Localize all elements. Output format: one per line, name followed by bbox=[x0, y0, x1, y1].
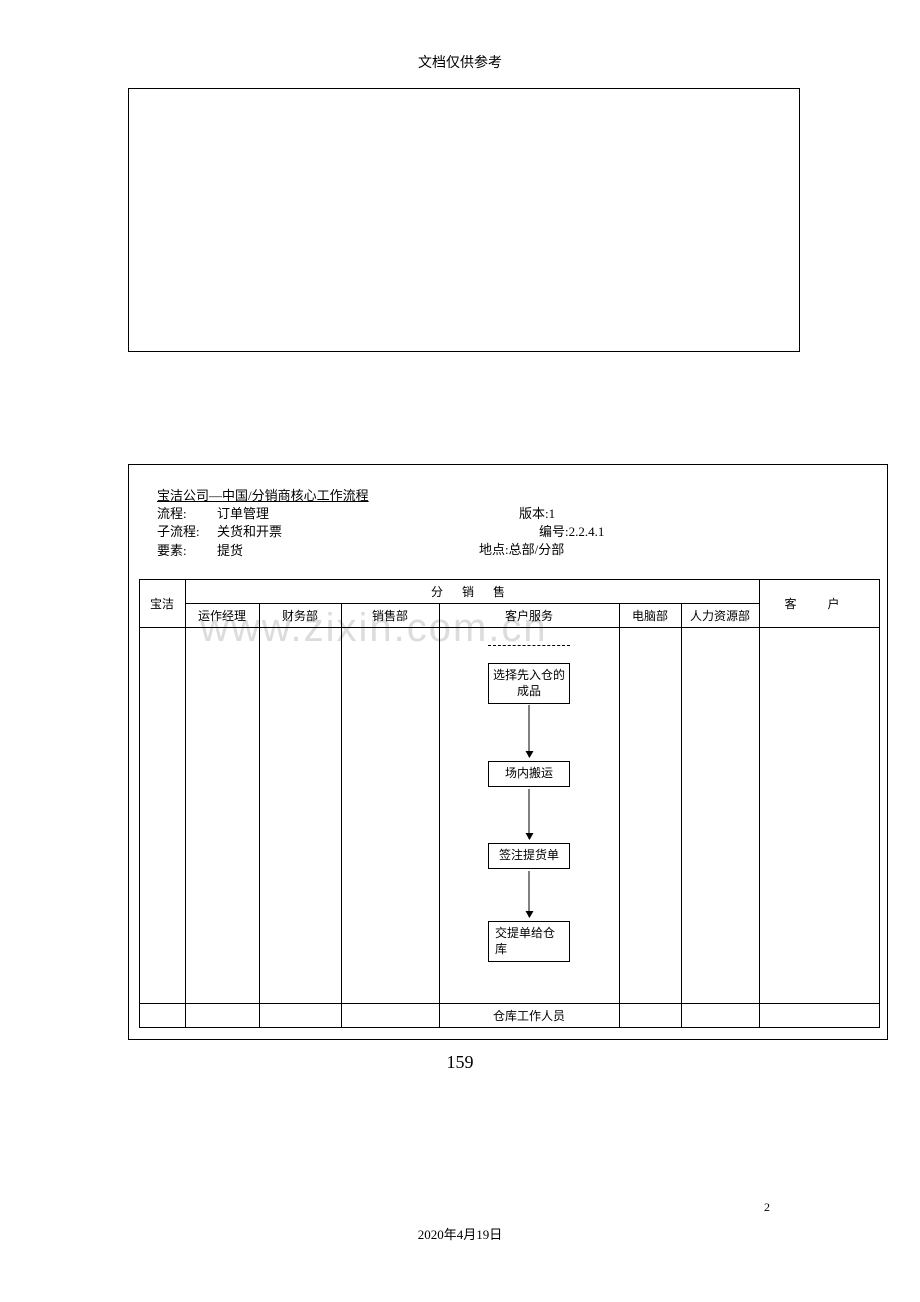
flow-node-move: 场内搬运 bbox=[488, 761, 570, 787]
workflow-frame: 宝洁公司—中国/分销商核心工作流程 流程: 订单管理 子流程: 关货和开票 要素… bbox=[128, 464, 888, 1040]
bottom-customer bbox=[759, 1004, 879, 1028]
bottom-ops bbox=[185, 1004, 259, 1028]
meta-value: 提货 bbox=[217, 542, 243, 560]
bottom-hr bbox=[681, 1004, 759, 1028]
flow-arrow bbox=[529, 871, 530, 917]
lane-ops bbox=[185, 628, 259, 1004]
meta-left-block: 宝洁公司—中国/分销商核心工作流程 流程: 订单管理 子流程: 关货和开票 要素… bbox=[157, 487, 369, 560]
meta-location: 地点:总部/分部 bbox=[479, 541, 604, 559]
flow-node-sign: 签注提货单 bbox=[488, 843, 570, 869]
table-flow-row: 选择先入仓的成品 场内搬运 签注提货单 交提单给仓库 bbox=[129, 628, 889, 1004]
col-sales-header: 销售部 bbox=[341, 604, 439, 628]
bottom-sales bbox=[341, 1004, 439, 1028]
meta-row: 流程: 订单管理 bbox=[157, 505, 369, 523]
bottom-it bbox=[619, 1004, 681, 1028]
flow-arrow bbox=[529, 789, 530, 839]
meta-row: 子流程: 关货和开票 bbox=[157, 523, 369, 541]
gap-cell bbox=[879, 580, 889, 1028]
meta-label: 流程: bbox=[157, 505, 217, 523]
bottom-fin bbox=[259, 1004, 341, 1028]
bottom-baojie bbox=[139, 1004, 185, 1028]
lane-customer bbox=[759, 628, 879, 1004]
flowchart-container: 选择先入仓的成品 场内搬运 签注提货单 交提单给仓库 bbox=[442, 631, 617, 1000]
lane-sales bbox=[341, 628, 439, 1004]
col-customer-header: 客 户 bbox=[759, 580, 879, 628]
meta-label: 子流程: bbox=[157, 523, 217, 541]
bottom-cs: 仓库工作人员 bbox=[439, 1004, 619, 1028]
col-baojie-header: 宝洁 bbox=[139, 580, 185, 628]
flow-node-deliver: 交提单给仓库 bbox=[488, 921, 570, 962]
swimlane-table: 宝洁 分 销 售 客 户 运作经理 财务部 销售部 客户服务 电脑部 人力资源部… bbox=[129, 579, 889, 1028]
meta-label: 要素: bbox=[157, 542, 217, 560]
lane-cs: 选择先入仓的成品 场内搬运 签注提货单 交提单给仓库 bbox=[439, 628, 619, 1004]
col-ops-header: 运作经理 bbox=[185, 604, 259, 628]
col-it-header: 电脑部 bbox=[619, 604, 681, 628]
flow-node-select: 选择先入仓的成品 bbox=[488, 663, 570, 704]
meta-value: 关货和开票 bbox=[217, 523, 282, 541]
col-dist-header: 分 销 售 bbox=[185, 580, 759, 604]
lane-baojie bbox=[139, 628, 185, 1004]
gap-cell bbox=[129, 580, 139, 1028]
doc-header-note: 文档仅供参考 bbox=[0, 52, 920, 72]
meta-version: 版本:1 bbox=[519, 505, 604, 523]
page-number: 159 bbox=[0, 1052, 920, 1073]
lane-fin bbox=[259, 628, 341, 1004]
flow-arrow bbox=[529, 705, 530, 757]
flow-dash-entry bbox=[488, 645, 570, 646]
meta-right-block: 版本:1 编号:2.2.4.1 地点:总部/分部 bbox=[519, 505, 604, 560]
col-hr-header: 人力资源部 bbox=[681, 604, 759, 628]
col-cs-header: 客户服务 bbox=[439, 604, 619, 628]
meta-code: 编号:2.2.4.1 bbox=[519, 523, 604, 541]
meta-row: 要素: 提货 bbox=[157, 542, 369, 560]
table-header-row-1: 宝洁 分 销 售 客 户 bbox=[129, 580, 889, 604]
meta-title: 宝洁公司—中国/分销商核心工作流程 bbox=[157, 487, 369, 505]
meta-value: 订单管理 bbox=[217, 505, 269, 523]
col-fin-header: 财务部 bbox=[259, 604, 341, 628]
top-empty-frame bbox=[128, 88, 800, 352]
table-bottom-row: 仓库工作人员 bbox=[129, 1004, 889, 1028]
footer-date: 2020年4月19日 bbox=[0, 1224, 920, 1243]
lane-it bbox=[619, 628, 681, 1004]
lane-hr bbox=[681, 628, 759, 1004]
footer-small-page-number: 2 bbox=[764, 1200, 770, 1215]
